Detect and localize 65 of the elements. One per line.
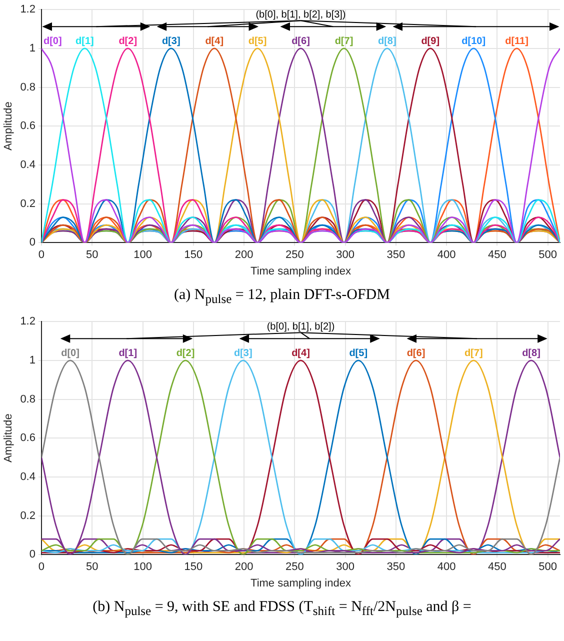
y-tick-label: 1.2 xyxy=(20,4,36,16)
chart-title: (b) N$_{pulse}$ = 9, with SE and FDSS (T$_{shift}$ = N$_{fft}$/2N$_{pulse}$ and β = xyxy=(92,599,472,618)
y-axis-title: Amplitude xyxy=(2,102,15,151)
x-tick-label: 400 xyxy=(437,561,456,574)
text: (a) N$_{pulse}$ = 12, plain DFT-s-OFDM xyxy=(173,286,391,308)
x-tick-label: 300 xyxy=(336,561,354,574)
x-tick-label: 500 xyxy=(538,561,558,574)
x-axis-title: Time sampling index xyxy=(250,577,352,590)
x-tick-label: 50 xyxy=(86,249,98,262)
y-tick-label: 0 xyxy=(29,236,36,249)
x-tick-label: 350 xyxy=(386,561,406,574)
series-label: d[6] xyxy=(406,348,426,360)
x-tick-label: 450 xyxy=(488,561,506,574)
y-tick-label: 0.2 xyxy=(20,510,36,522)
x-tick-label: 400 xyxy=(437,249,456,262)
series-label: d[8] xyxy=(522,348,540,360)
series-label: d[3] xyxy=(162,36,180,48)
y-tick-label: 1.2 xyxy=(20,316,36,328)
y-tick-label: 0.8 xyxy=(20,81,36,94)
x-tick-label: 450 xyxy=(488,249,506,262)
x-tick-label: 100 xyxy=(134,561,152,574)
x-tick-label: 300 xyxy=(336,249,354,262)
x-tick-label: 350 xyxy=(386,249,406,262)
x-tick-label: 200 xyxy=(234,561,254,574)
y-tick-label: 1 xyxy=(29,42,36,54)
series-label: d[0] xyxy=(43,36,62,48)
y-tick-label: 0.4 xyxy=(20,158,36,171)
series-label: d[2] xyxy=(176,348,195,360)
series-label: d[1] xyxy=(76,36,94,48)
annotation: (b[0], b[1], b[2]) xyxy=(266,321,335,332)
series-label: d[8] xyxy=(378,36,396,48)
x-tick-label: 100 xyxy=(134,249,152,262)
series-label: d[10] xyxy=(462,36,486,48)
y-tick-label: 0.6 xyxy=(20,120,36,132)
series-label: d[3] xyxy=(234,348,252,360)
series-label: d[1] xyxy=(118,348,138,360)
series-label: d[5] xyxy=(248,36,267,48)
series-label: d[11] xyxy=(505,36,528,48)
series-label: d[4] xyxy=(205,36,224,48)
series-label: d[4] xyxy=(292,348,310,360)
x-tick-label: 0 xyxy=(38,249,45,262)
x-tick-label: 150 xyxy=(184,561,203,574)
x-tick-label: 0 xyxy=(38,561,45,574)
y-tick-label: 0.4 xyxy=(20,470,36,483)
x-tick-label: 250 xyxy=(285,249,304,262)
x-tick-label: 150 xyxy=(184,249,203,262)
x-tick-label: 500 xyxy=(538,249,558,262)
y-tick-label: 0 xyxy=(29,548,36,561)
series-label: d[0] xyxy=(61,348,80,360)
series-label: d[5] xyxy=(349,348,368,360)
series-label: d[7] xyxy=(334,36,354,48)
y-tick-label: 0.6 xyxy=(20,432,36,444)
series-label: d[6] xyxy=(292,36,310,48)
y-tick-label: 0.2 xyxy=(20,198,36,210)
x-axis-title: Time sampling index xyxy=(250,265,352,278)
y-tick-label: 0.8 xyxy=(20,393,36,406)
series-label: d[2] xyxy=(118,36,138,48)
x-tick-label: 200 xyxy=(234,249,254,262)
x-tick-label: 50 xyxy=(86,561,98,574)
series-label: d[7] xyxy=(464,348,483,360)
annotation: (b[0], b[1], b[2], b[3]) xyxy=(256,9,346,20)
x-tick-label: 250 xyxy=(285,561,304,574)
y-tick-label: 1 xyxy=(29,354,36,366)
series-label: d[9] xyxy=(421,36,440,48)
y-axis-title: Amplitude xyxy=(2,414,15,463)
